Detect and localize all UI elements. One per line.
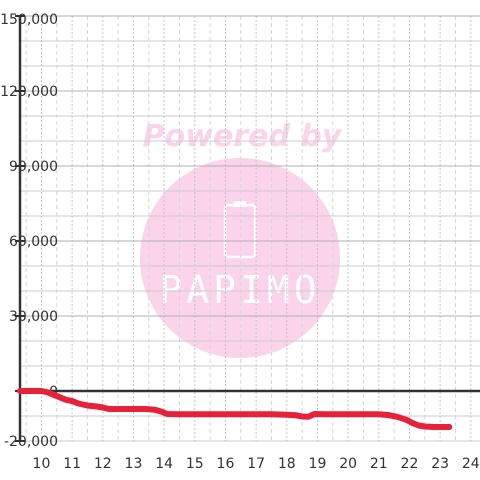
x-tick-label: 22	[401, 456, 419, 472]
grid	[20, 15, 480, 442]
watermark-text: Powered by	[143, 119, 343, 154]
x-tick-label: 10	[33, 456, 51, 472]
y-tick-label: 30,000	[9, 309, 58, 325]
x-tick-label: 20	[339, 456, 357, 472]
watermark-logo-text: PAPIMO	[159, 268, 320, 312]
x-tick-label: 18	[278, 456, 296, 472]
y-tick-label: 90,000	[9, 159, 58, 175]
y-tick-label: 150,000	[0, 12, 58, 28]
y-tick-label: -20,000	[4, 434, 58, 450]
x-tick-labels: 10 11 12 13 14 15 16 17 18 19 20 21 22 23 24	[33, 456, 480, 472]
x-tick-label: 21	[370, 456, 388, 472]
series-group	[17, 388, 453, 430]
x-tick-label: 17	[247, 456, 265, 472]
y-tick-label: 120,000	[0, 84, 58, 100]
y-tick-label: 60,000	[9, 234, 58, 250]
x-tick-label: 13	[125, 456, 143, 472]
axes	[15, 15, 480, 442]
x-tick-label: 19	[309, 456, 327, 472]
x-tick-label: 12	[94, 456, 112, 472]
x-tick-label: 11	[63, 456, 81, 472]
x-tick-label: 15	[186, 456, 204, 472]
x-tick-label: 24	[462, 456, 480, 472]
watermark: Powered by PAPIMO	[140, 119, 343, 358]
series-line	[17, 388, 453, 430]
x-tick-label: 14	[155, 456, 173, 472]
x-tick-label: 23	[431, 456, 449, 472]
watermark-phone-icon	[223, 201, 257, 259]
x-tick-label: 16	[217, 456, 235, 472]
